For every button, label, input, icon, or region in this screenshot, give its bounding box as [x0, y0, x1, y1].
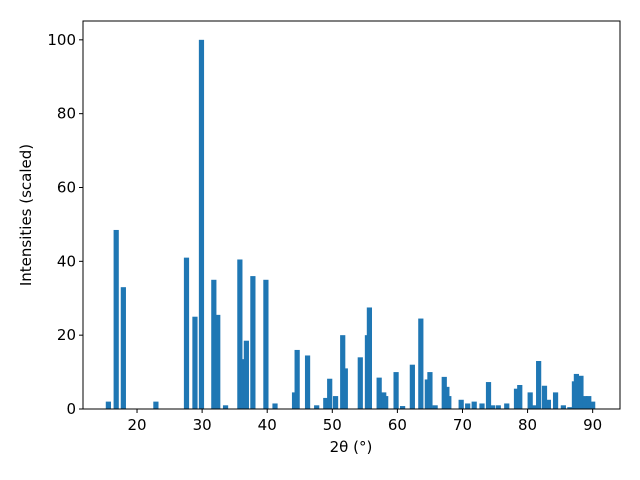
bar — [582, 396, 588, 409]
bar — [183, 257, 190, 409]
bar — [215, 314, 221, 409]
bar — [495, 405, 501, 409]
bar — [504, 403, 510, 409]
y-tick-label: 100 — [47, 31, 76, 49]
bar — [578, 375, 584, 409]
bar — [399, 406, 406, 409]
y-tick-label: 40 — [57, 252, 76, 270]
bar — [366, 307, 373, 409]
bar — [314, 405, 320, 409]
x-tick-label: 20 — [127, 416, 146, 434]
bar — [427, 372, 433, 409]
x-tick-label: 80 — [518, 416, 537, 434]
bar — [332, 396, 339, 409]
y-tick-label: 60 — [57, 178, 76, 196]
y-tick-label: 0 — [66, 400, 76, 418]
x-tick-label: 50 — [323, 416, 342, 434]
bar — [513, 388, 520, 409]
bar — [383, 396, 389, 409]
bar — [222, 405, 229, 409]
x-axis-label: 2θ (°) — [330, 438, 373, 456]
bar — [446, 396, 452, 409]
bar — [272, 403, 278, 409]
bar — [479, 403, 485, 409]
y-tick-label: 20 — [57, 326, 76, 344]
bar — [517, 385, 523, 409]
bar — [342, 368, 348, 409]
bar — [243, 340, 249, 409]
y-tick-label: 80 — [57, 105, 76, 123]
bar — [105, 401, 111, 409]
bar — [527, 392, 533, 409]
bar — [211, 279, 217, 409]
bar — [458, 399, 464, 409]
bar — [192, 316, 198, 409]
bar — [560, 405, 566, 409]
x-tick-label: 70 — [453, 416, 472, 434]
bar — [567, 407, 573, 409]
x-tick-label: 60 — [388, 416, 407, 434]
bar — [465, 403, 471, 409]
bar — [552, 392, 559, 409]
bar — [545, 399, 552, 409]
bar — [323, 397, 329, 409]
bar — [240, 359, 246, 409]
bar — [304, 355, 311, 409]
plot-frame — [82, 20, 621, 410]
bar — [409, 364, 415, 409]
bar — [357, 357, 363, 409]
bar — [489, 405, 496, 409]
y-axis-label: Intensities (scaled) — [17, 144, 35, 286]
bar — [531, 405, 537, 409]
bar — [541, 385, 548, 409]
bar — [120, 287, 126, 409]
bar — [485, 382, 492, 409]
bar — [113, 229, 119, 409]
bar — [536, 361, 542, 409]
bar — [418, 318, 424, 409]
bar — [393, 372, 399, 409]
bar — [432, 405, 438, 409]
bar — [471, 401, 477, 409]
bar — [198, 39, 205, 409]
bar — [327, 378, 333, 409]
bar — [573, 373, 579, 409]
x-tick-label: 30 — [193, 416, 212, 434]
bar — [263, 279, 269, 409]
bar — [376, 377, 382, 409]
bar — [250, 276, 256, 409]
x-tick-label: 40 — [258, 416, 277, 434]
x-tick-label: 90 — [583, 416, 602, 434]
bar — [153, 401, 159, 409]
bar — [294, 349, 300, 409]
bar — [586, 396, 592, 409]
bar — [237, 259, 243, 409]
bar — [590, 401, 596, 409]
